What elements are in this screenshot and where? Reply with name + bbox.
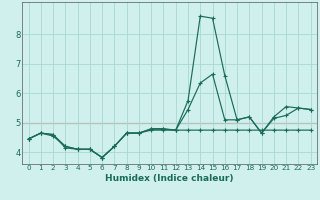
X-axis label: Humidex (Indice chaleur): Humidex (Indice chaleur) <box>105 174 234 183</box>
